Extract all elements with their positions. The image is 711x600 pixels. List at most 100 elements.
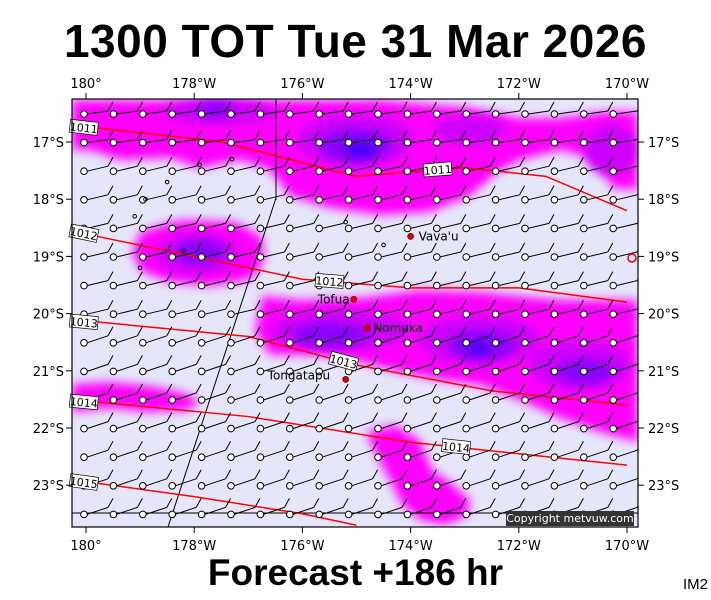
isobar-line xyxy=(72,398,628,466)
wind-station-circle xyxy=(285,138,294,147)
wind-station-circle xyxy=(285,167,294,175)
wind-station-circle xyxy=(139,424,147,433)
wind-barb-feather xyxy=(667,214,672,223)
wind-barb xyxy=(639,157,671,174)
wind-barb-feather xyxy=(607,412,614,422)
wind-barb-feather xyxy=(313,498,320,508)
wind-barb-feather xyxy=(548,412,555,422)
wind-barb-feather xyxy=(401,242,408,253)
wind-station-circle xyxy=(80,367,88,376)
wind-barb-staff xyxy=(351,165,373,172)
wind-barb-staff xyxy=(204,194,226,201)
wind-barb-feather xyxy=(166,498,173,508)
wind-station-circle xyxy=(491,310,500,319)
wind-barb-feather xyxy=(225,130,232,140)
wind-station-circle xyxy=(80,196,88,204)
wind-station-circle xyxy=(550,396,559,404)
wind-station-circle xyxy=(109,453,118,462)
wind-barb-staff xyxy=(292,165,314,172)
wind-barb-feather xyxy=(166,355,173,365)
wind-barb xyxy=(609,333,638,347)
wind-station-circle xyxy=(579,167,588,175)
wind-station-circle xyxy=(374,396,382,404)
wind-barb xyxy=(550,383,584,404)
wind-barb-staff xyxy=(410,335,432,344)
wind-barb-staff xyxy=(586,251,608,258)
wind-barb-feather xyxy=(430,101,437,112)
wind-barb-staff xyxy=(527,280,550,287)
wind-barb-feather xyxy=(401,101,408,112)
wind-barb-staff xyxy=(469,194,491,201)
place-marker xyxy=(350,295,358,303)
wind-barb-feather xyxy=(519,271,526,281)
wind-station-circle xyxy=(579,481,588,490)
wind-barb xyxy=(403,130,437,147)
wind-barb-staff xyxy=(145,165,167,172)
wind-barb-feather xyxy=(372,271,379,281)
wind-barb-feather xyxy=(283,412,290,422)
wind-barb xyxy=(579,469,614,490)
wind-station-circle xyxy=(315,453,324,462)
wind-station-circle xyxy=(168,481,176,490)
wind-barb xyxy=(521,355,555,376)
wind-barb-staff xyxy=(116,363,138,372)
wind-barb xyxy=(197,242,232,261)
wind-barb-feather xyxy=(372,214,379,224)
wind-barb xyxy=(403,299,437,319)
wind-station-circle xyxy=(609,396,618,404)
wind-station-circle xyxy=(344,510,353,519)
wind-barb-feather xyxy=(430,498,437,508)
wind-station-circle xyxy=(491,253,500,261)
wind-barb-feather xyxy=(254,412,261,422)
wind-barb xyxy=(227,326,261,347)
wind-station-circle xyxy=(139,167,147,175)
wind-station-circle xyxy=(227,338,235,347)
wind-barb xyxy=(344,185,379,204)
wind-station-circle xyxy=(550,224,559,233)
wind-barb-feather xyxy=(401,185,408,196)
wind-station-circle xyxy=(639,397,646,404)
wind-station-circle xyxy=(609,367,618,376)
wind-station-circle xyxy=(109,310,118,319)
wind-barb-staff xyxy=(145,139,167,144)
wind-barb-staff xyxy=(86,251,109,258)
wind-station-circle xyxy=(639,111,646,118)
wind-station-circle xyxy=(227,367,235,376)
wind-barb xyxy=(491,355,526,376)
wind-barb xyxy=(285,299,320,319)
wind-barb xyxy=(550,412,584,433)
wind-station-circle xyxy=(639,254,646,261)
wind-station-circle xyxy=(639,483,646,490)
wind-station-circle xyxy=(432,424,441,433)
wind-barb-staff xyxy=(557,421,579,430)
wind-barb-staff xyxy=(292,222,314,229)
wind-barb xyxy=(403,412,437,433)
wind-barb-feather xyxy=(313,130,320,140)
wind-station-circle xyxy=(491,281,500,290)
wind-barb-feather xyxy=(342,156,349,167)
wind-station-circle xyxy=(550,481,559,490)
wind-barb-staff xyxy=(145,110,167,115)
wind-station-circle xyxy=(227,424,235,433)
wind-station-circle xyxy=(109,224,118,233)
wind-barb-feather xyxy=(313,214,320,224)
wind-barb xyxy=(432,271,467,290)
wind-barb xyxy=(285,440,320,462)
wind-station-circle xyxy=(550,110,559,118)
wind-barb-staff xyxy=(498,506,520,515)
island-marker xyxy=(229,156,235,162)
wind-barb xyxy=(579,214,614,233)
wind-barb xyxy=(227,101,261,118)
wind-barb-feather xyxy=(313,412,320,422)
wind-barb-staff xyxy=(410,139,432,144)
place-label: Vava'u xyxy=(419,229,459,243)
wind-station-circle xyxy=(639,454,646,461)
wind-station-circle xyxy=(139,396,147,404)
wind-barb-staff xyxy=(204,139,226,144)
wind-barb-staff xyxy=(586,421,608,430)
wind-barb xyxy=(315,412,349,433)
wind-station-circle xyxy=(168,110,176,118)
wind-barb-feather xyxy=(430,412,437,422)
wind-barb xyxy=(462,383,496,404)
wind-barb-staff xyxy=(292,194,314,201)
